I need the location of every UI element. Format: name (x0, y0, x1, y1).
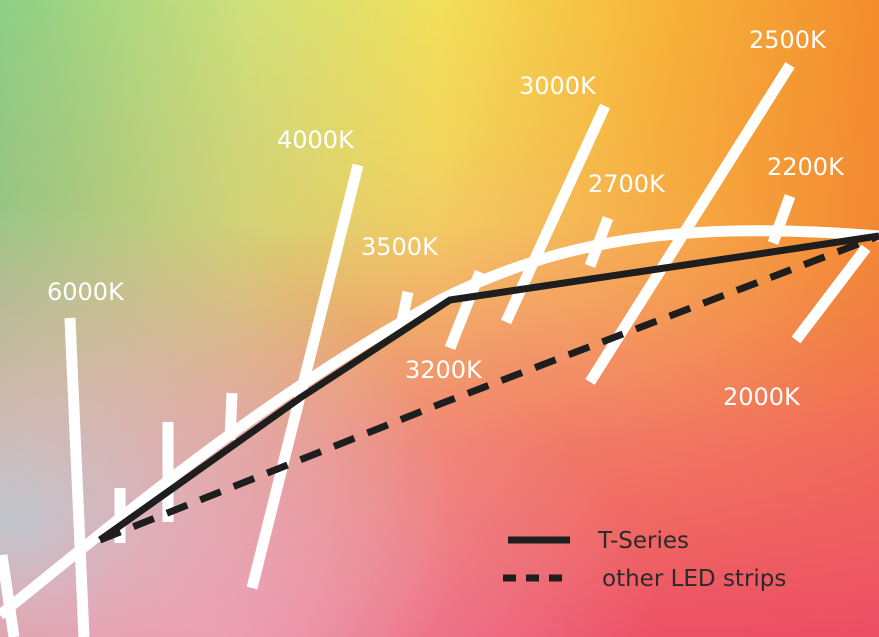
legend-label-other: other LED strips (602, 566, 786, 592)
label-2200k: 2200K (767, 153, 845, 181)
locus-tick-c (224, 392, 238, 441)
locus-tick-2700k (584, 216, 614, 268)
locus-tick-2200k (767, 194, 796, 245)
label-2500k: 2500K (749, 26, 827, 54)
label-3200k: 3200K (405, 356, 483, 384)
label-6000k: 6000K (47, 278, 125, 306)
other-led-strips-line (98, 232, 879, 544)
label-2000k: 2000K (723, 383, 801, 411)
label-3000k: 3000K (519, 72, 597, 100)
label-3500k: 3500K (361, 233, 439, 261)
label-4000k: 4000K (277, 126, 355, 154)
locus-tick-3500k (394, 290, 414, 332)
isotherm-line-6000k (64, 317, 90, 637)
isotherm-line-4000k (246, 163, 364, 590)
isotherm-line-2500k (585, 62, 795, 385)
isotherm-line-3200k (444, 269, 486, 351)
legend: T-Series other LED strips (503, 528, 786, 592)
isotherm-line-2000k (791, 244, 871, 344)
isotherm-line-edge (0, 554, 20, 637)
t-series-line (97, 232, 879, 543)
legend-label-t-series: T-Series (597, 528, 689, 554)
label-2700k: 2700K (588, 170, 666, 198)
